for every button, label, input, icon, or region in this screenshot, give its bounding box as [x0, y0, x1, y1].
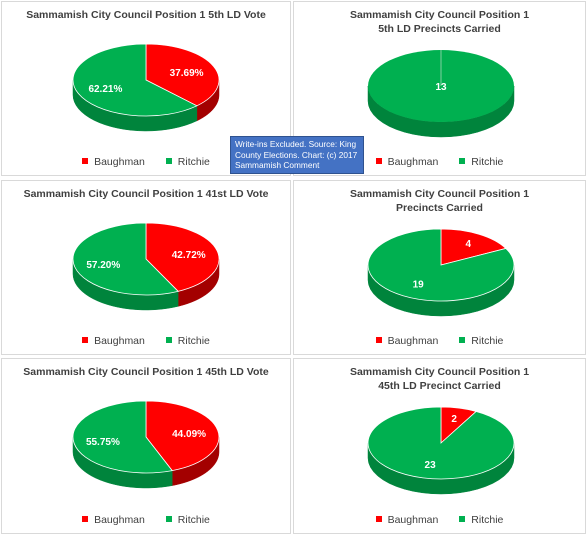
pie-slice-baughman	[145, 400, 220, 472]
legend-item-ritchie: Ritchie	[459, 514, 503, 526]
pie-data-label: 19	[413, 280, 425, 291]
legend-label: Baughman	[94, 156, 145, 168]
legend-item-ritchie: Ritchie	[165, 335, 210, 347]
chart-title-line: Sammamish City Council Position 1	[349, 366, 530, 378]
pie-slice-ritchie	[72, 400, 173, 474]
pie-data-label: 62.21%	[88, 84, 122, 95]
legend-label: Ritchie	[177, 156, 210, 168]
chart-panel-41st-ld-vote: Sammamish City Council Position 1 41st L…	[1, 180, 291, 355]
chart-title: Sammamish City Council Position 1 Precin…	[294, 187, 585, 215]
pie-data-label: 37.69%	[170, 68, 204, 79]
chart-legend: Baughman Ritchie	[294, 514, 585, 526]
chart-legend: Baughman Ritchie	[294, 335, 585, 347]
source-note: Write-ins Excluded. Source: King County …	[230, 136, 364, 174]
pie-chart: 13	[367, 50, 515, 138]
chart-panel-5th-ld-precincts: Sammamish City Council Position 1 5th LD…	[293, 1, 586, 176]
legend-swatch-baughman	[82, 337, 89, 344]
chart-panel-41st-ld-precincts: Sammamish City Council Position 1 Precin…	[293, 180, 586, 355]
legend-label: Baughman	[387, 335, 439, 347]
pie-data-label: 42.72%	[172, 250, 206, 261]
legend-item-baughman: Baughman	[375, 335, 439, 347]
chart-legend: Baughman Ritchie	[2, 514, 290, 526]
legend-label: Baughman	[387, 514, 439, 526]
pie-data-label: 2	[451, 414, 457, 425]
legend-swatch-baughman	[375, 516, 382, 523]
pie-slice-ritchie	[367, 406, 515, 480]
chart-title: Sammamish City Council Position 1 5th LD…	[2, 8, 290, 22]
chart-title: Sammamish City Council Position 1 5th LD…	[294, 8, 585, 36]
legend-item-ritchie: Ritchie	[459, 335, 503, 347]
chart-title: Sammamish City Council Position 1 45th L…	[294, 365, 585, 393]
chart-title-line: Sammamish City Council Position 1 5th LD…	[26, 9, 266, 21]
chart-legend: Baughman Ritchie	[2, 156, 290, 168]
legend-swatch-ritchie	[459, 516, 466, 523]
pie-slice-baughman	[440, 228, 507, 266]
pie-slice-ritchie	[367, 228, 515, 302]
legend-item-ritchie: Ritchie	[165, 156, 210, 168]
pie-chart: 2 23	[367, 406, 515, 495]
legend-swatch-baughman	[375, 337, 382, 344]
pie-data-label: 13	[435, 82, 447, 93]
legend-item-baughman: Baughman	[82, 335, 145, 347]
legend-swatch-ritchie	[165, 516, 172, 523]
chart-panel-45th-ld-vote: Sammamish City Council Position 1 45th L…	[1, 358, 291, 534]
pie-slice-ritchie	[72, 43, 198, 117]
pie-slice-baughman	[145, 222, 220, 292]
legend-item-ritchie: Ritchie	[459, 156, 503, 168]
chart-legend: Baughman Ritchie	[2, 335, 290, 347]
legend-swatch-ritchie	[459, 158, 466, 165]
chart-title: Sammamish City Council Position 1 45th L…	[2, 365, 290, 379]
chart-title-line: 45th LD Precinct Carried	[378, 380, 501, 392]
pie-chart: 42.72% 57.20%	[72, 222, 220, 311]
legend-item-baughman: Baughman	[375, 514, 439, 526]
pie-slice-ritchie	[72, 222, 179, 296]
pie-chart: 4 19	[367, 228, 515, 317]
chart-title-line: 5th LD Precincts Carried	[378, 23, 501, 35]
legend-swatch-ritchie	[165, 158, 172, 165]
legend-item-baughman: Baughman	[82, 156, 145, 168]
legend-item-baughman: Baughman	[375, 156, 439, 168]
pie-slice-baughman	[145, 43, 220, 107]
pie-chart: 37.69% 62.21%	[72, 43, 220, 132]
pie-data-label: 4	[466, 239, 472, 250]
legend-item-baughman: Baughman	[82, 514, 145, 526]
legend-label: Ritchie	[177, 335, 210, 347]
chart-panel-45th-ld-precincts: Sammamish City Council Position 1 45th L…	[293, 358, 586, 534]
chart-title-line: Precincts Carried	[396, 202, 483, 214]
chart-panel-5th-ld-vote: Sammamish City Council Position 1 5th LD…	[1, 1, 291, 176]
legend-label: Ritchie	[471, 156, 504, 168]
legend-swatch-baughman	[82, 516, 89, 523]
pie-data-label: 55.75%	[86, 437, 120, 448]
legend-swatch-baughman	[82, 158, 89, 165]
chart-title-line: Sammamish City Council Position 1 45th L…	[23, 366, 269, 378]
pie-data-label: 44.09%	[172, 429, 206, 440]
legend-label: Baughman	[387, 156, 439, 168]
legend-swatch-ritchie	[459, 337, 466, 344]
chart-title-line: Sammamish City Council Position 1	[349, 9, 530, 21]
legend-label: Ritchie	[471, 335, 504, 347]
pie-data-label: 23	[425, 460, 437, 471]
legend-label: Baughman	[94, 335, 145, 347]
legend-swatch-baughman	[375, 158, 382, 165]
legend-item-ritchie: Ritchie	[165, 514, 210, 526]
legend-label: Baughman	[94, 514, 145, 526]
chart-title: Sammamish City Council Position 1 41st L…	[2, 187, 290, 201]
chart-title-line: Sammamish City Council Position 1 41st L…	[23, 188, 269, 200]
chart-title-line: Sammamish City Council Position 1	[349, 188, 530, 200]
legend-label: Ritchie	[177, 514, 210, 526]
chart-legend: Baughman Ritchie	[294, 156, 585, 168]
pie-chart: 44.09% 55.75%	[72, 400, 220, 489]
pie-data-label: 57.20%	[86, 260, 120, 271]
legend-label: Ritchie	[471, 514, 504, 526]
legend-swatch-ritchie	[165, 337, 172, 344]
